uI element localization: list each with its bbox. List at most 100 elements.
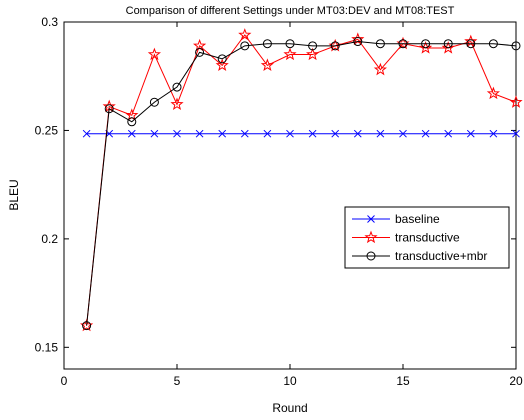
- data-point-transductive-mbr: [217, 54, 227, 64]
- data-point-baseline: [218, 129, 227, 138]
- marker-stroke: [308, 129, 317, 138]
- y-tick-label: 0.3: [41, 15, 58, 29]
- data-point-baseline: [444, 129, 453, 138]
- data-point-baseline: [353, 129, 362, 138]
- data-point-transductive-mbr: [149, 97, 159, 107]
- x-tick-label: 15: [396, 374, 410, 388]
- data-point-baseline: [240, 129, 249, 138]
- data-point-transductive-mbr: [285, 39, 295, 49]
- marker-stroke: [195, 129, 204, 138]
- y-tick-label: 0.2: [41, 232, 58, 246]
- data-point-transductive-mbr: [240, 41, 250, 51]
- series-baseline: [82, 129, 520, 138]
- x-axis-label: Round: [272, 401, 307, 415]
- legend-item-transductive: transductive: [352, 231, 460, 245]
- data-point-baseline: [150, 129, 159, 138]
- data-point-transductive: [147, 47, 161, 61]
- legend-item-transductive-mbr: transductive+mbr: [352, 249, 487, 263]
- data-point-transductive-mbr: [398, 39, 408, 49]
- marker-stroke: [466, 129, 475, 138]
- y-tick-label: 0.15: [35, 340, 59, 354]
- marker-stroke: [444, 129, 453, 138]
- data-point-baseline: [421, 129, 430, 138]
- marker-stroke: [82, 129, 91, 138]
- data-point-transductive-mbr: [443, 39, 453, 49]
- plot-frame: [63, 21, 517, 370]
- marker-stroke: [263, 129, 272, 138]
- data-point-baseline: [399, 129, 407, 138]
- legend-label: baseline: [395, 212, 440, 226]
- data-point-transductive: [486, 86, 500, 100]
- data-point-transductive: [215, 58, 229, 71]
- marker-stroke: [376, 129, 385, 138]
- marker-stroke: [173, 129, 181, 138]
- data-point-transductive-mbr: [195, 47, 205, 57]
- data-point-baseline: [82, 129, 91, 138]
- data-point-baseline: [127, 129, 136, 138]
- data-point-baseline: [376, 129, 385, 138]
- y-tick-label: 0.25: [35, 123, 59, 137]
- data-point-transductive-mbr: [104, 104, 114, 114]
- legend-marker: [367, 215, 375, 223]
- data-point-transductive: [441, 41, 455, 54]
- legend-marker: [364, 230, 378, 244]
- data-point-transductive-mbr: [466, 39, 476, 49]
- y-axis-label: BLEU: [7, 179, 21, 210]
- data-point-transductive: [283, 47, 297, 61]
- legend-marker: [366, 251, 376, 261]
- data-point-baseline: [195, 129, 204, 138]
- series-transductive-mbr: [82, 37, 521, 331]
- data-point-transductive: [419, 41, 433, 54]
- marker-stroke: [150, 129, 159, 138]
- marker-stroke: [512, 129, 520, 138]
- data-point-transductive: [260, 58, 274, 71]
- marker-stroke: [331, 129, 340, 138]
- y-axis: 0.15 0.2 0.25 0.3: [35, 15, 516, 354]
- series-layer: [80, 28, 523, 332]
- marker-stroke: [353, 129, 362, 138]
- marker-stroke: [421, 129, 430, 138]
- data-point-baseline: [263, 129, 272, 138]
- data-point-transductive-mbr: [353, 37, 363, 47]
- data-point-transductive: [306, 47, 320, 61]
- data-point-transductive-mbr: [82, 321, 92, 331]
- legend-item-baseline: baseline: [352, 212, 440, 226]
- x-axis: 0 5 10 15 20: [61, 22, 523, 388]
- data-point-transductive-mbr: [262, 39, 272, 49]
- x-tick-label: 10: [283, 374, 297, 388]
- data-point-baseline: [512, 129, 520, 138]
- legend-label: transductive+mbr: [395, 249, 487, 263]
- data-point-transductive-mbr: [421, 39, 431, 49]
- marker-stroke: [399, 129, 407, 138]
- legend-label: transductive: [395, 231, 460, 245]
- marker-stroke: [127, 129, 136, 138]
- marker-stroke: [218, 129, 227, 138]
- data-point-baseline: [308, 129, 317, 138]
- data-point-baseline: [489, 129, 498, 138]
- data-point-transductive-mbr: [488, 39, 498, 49]
- data-point-transductive-mbr: [308, 41, 318, 51]
- data-point-transductive: [373, 62, 387, 76]
- data-point-transductive: [238, 28, 252, 41]
- marker-stroke: [105, 129, 114, 138]
- x-tick-label: 5: [174, 374, 181, 388]
- marker-stroke: [367, 215, 375, 223]
- data-point-transductive: [170, 97, 184, 111]
- x-tick-label: 20: [509, 374, 523, 388]
- marker-stroke: [489, 129, 498, 138]
- data-point-transductive-mbr: [375, 39, 385, 49]
- data-point-baseline: [331, 129, 340, 138]
- x-tick-label: 0: [61, 374, 68, 388]
- data-point-baseline: [286, 129, 294, 138]
- data-point-transductive-mbr: [330, 41, 340, 51]
- data-point-transductive: [509, 95, 523, 108]
- legend: baseline transductive transductive+mbr: [344, 206, 510, 269]
- data-point-transductive-mbr: [172, 82, 182, 92]
- chart-title: Comparison of different Settings under M…: [126, 5, 455, 17]
- data-point-baseline: [466, 129, 475, 138]
- data-point-transductive-mbr: [127, 117, 137, 127]
- data-point-baseline: [173, 129, 181, 138]
- marker-stroke: [240, 129, 249, 138]
- data-point-transductive-mbr: [511, 41, 521, 51]
